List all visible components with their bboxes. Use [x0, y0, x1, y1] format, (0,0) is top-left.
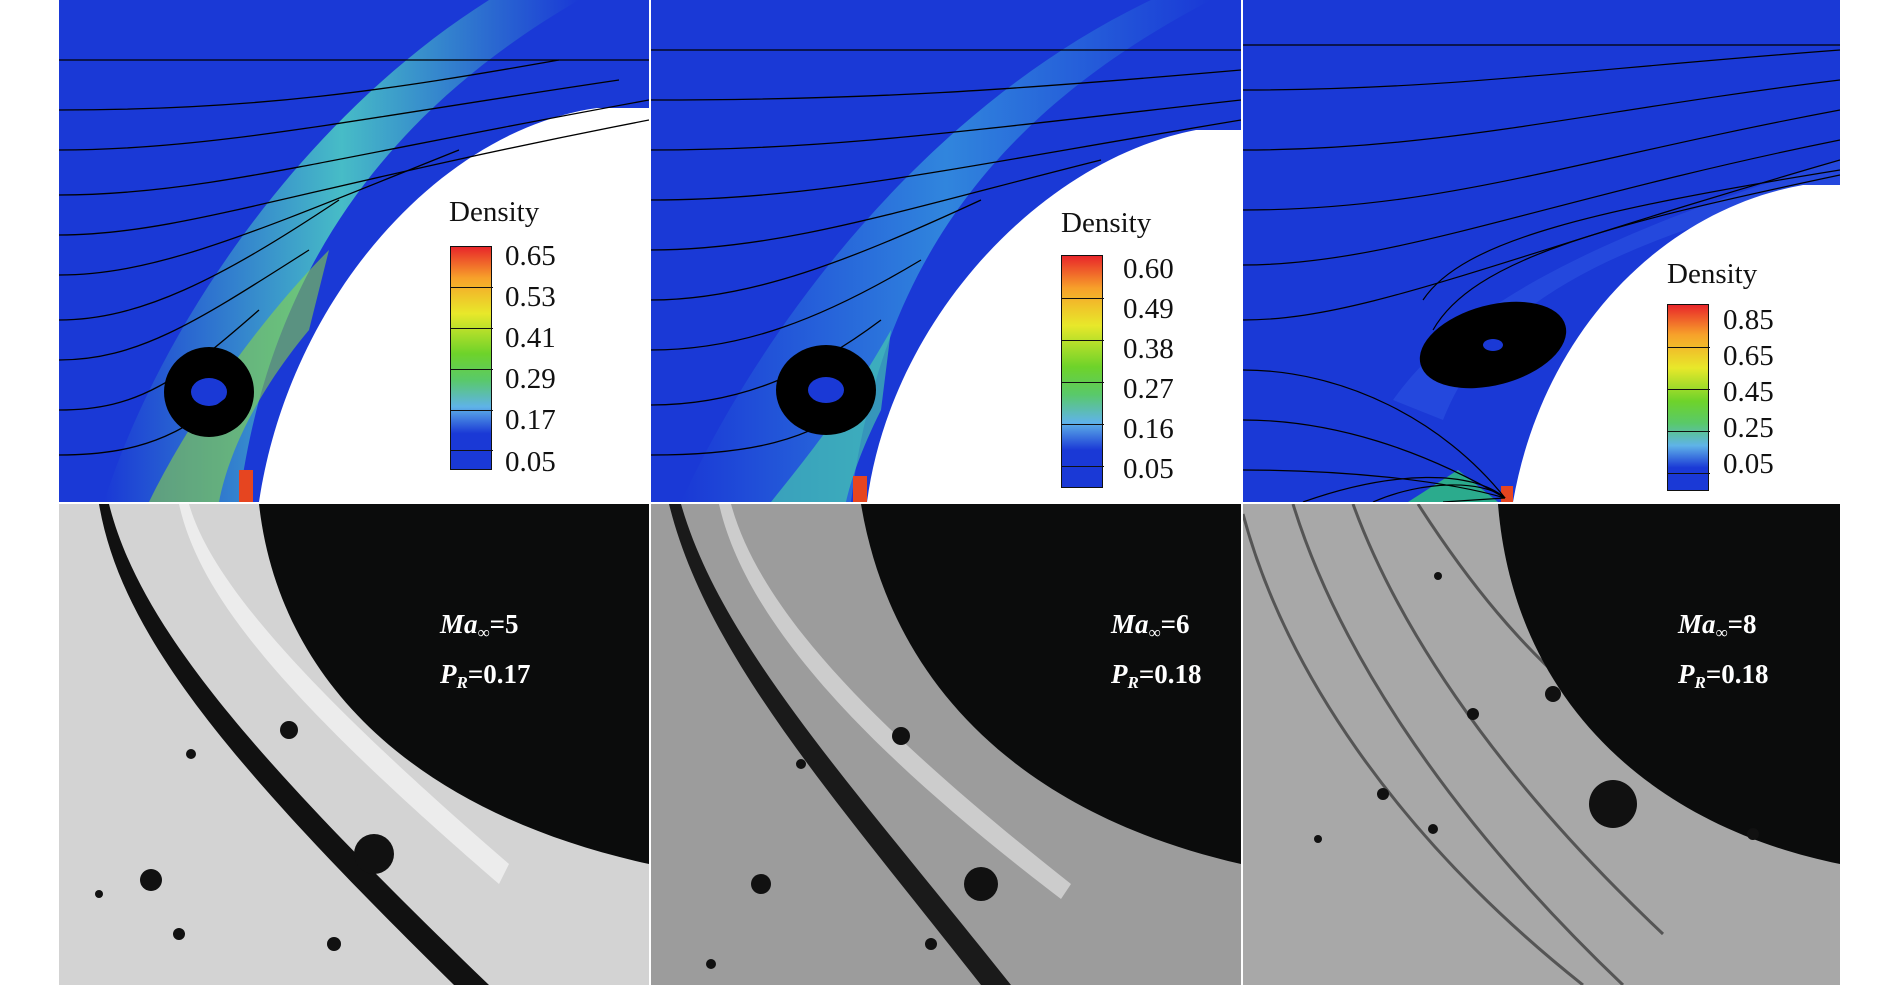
legend-level: 0.53 [505, 281, 556, 313]
legend-level: 0.16 [1123, 413, 1174, 445]
pressure-ratio-label: PR=0.18 [1678, 659, 1769, 692]
streamlines [651, 49, 1241, 456]
legend-level: 0.05 [1723, 448, 1774, 480]
colorbar [1061, 255, 1104, 488]
body-cylinder [861, 504, 1241, 864]
legend-level: 0.38 [1123, 333, 1174, 365]
pr-subscript: R [1127, 673, 1139, 692]
pr-symbol: P [440, 659, 457, 689]
mach-value: =6 [1160, 609, 1190, 639]
particles [1314, 572, 1759, 843]
pr-value: =0.17 [467, 659, 531, 689]
legend-level: 0.25 [1723, 412, 1774, 444]
cfd-panel-1: Density 0.65 0.53 0.41 0.29 0.17 0.05 [59, 0, 649, 502]
pr-value: =0.18 [1705, 659, 1769, 689]
legend-level: 0.05 [1123, 453, 1174, 485]
colorbar [450, 246, 493, 470]
mach-symbol: Ma [1678, 609, 1716, 639]
body-cylinder [867, 130, 1241, 502]
condition-label: Ma∞=6 [1111, 609, 1190, 642]
schlieren-panel-1: Ma∞=5 PR=0.17 [59, 504, 649, 985]
legend-level: 0.27 [1123, 373, 1174, 405]
body-cylinder [1498, 504, 1840, 864]
hot-spot [239, 470, 253, 502]
pr-subscript: R [456, 673, 468, 692]
legend-level: 0.65 [505, 240, 556, 272]
condition-label: Ma∞=8 [1678, 609, 1757, 642]
pr-value: =0.18 [1138, 659, 1202, 689]
cfd-panel-2: Density 0.60 0.49 0.38 0.27 0.16 0.05 [651, 0, 1241, 502]
particles [95, 721, 394, 951]
streamlines [59, 59, 649, 456]
mach-subscript: ∞ [1148, 623, 1161, 642]
body-cylinder [259, 504, 649, 864]
legend-title: Density [449, 196, 540, 228]
legend-level: 0.17 [505, 404, 556, 436]
pressure-ratio-label: PR=0.17 [440, 659, 531, 692]
schlieren-panel-2: Ma∞=6 PR=0.18 [651, 504, 1241, 985]
legend-level: 0.41 [505, 322, 556, 354]
pr-symbol: P [1111, 659, 1128, 689]
legend-level: 0.45 [1723, 376, 1774, 408]
schlieren-panel-3: Ma∞=8 PR=0.18 [1243, 504, 1840, 985]
legend-level: 0.60 [1123, 253, 1174, 285]
mach-subscript: ∞ [1715, 623, 1728, 642]
legend-title: Density [1667, 258, 1758, 290]
pr-symbol: P [1678, 659, 1695, 689]
legend-level: 0.65 [1723, 340, 1774, 372]
condition-label: Ma∞=5 [440, 609, 519, 642]
streamlines [1243, 44, 1840, 502]
particles [706, 727, 998, 969]
legend-level: 0.29 [505, 363, 556, 395]
figure: Density 0.65 0.53 0.41 0.29 0.17 0.05 [59, 0, 1840, 985]
mach-symbol: Ma [1111, 609, 1149, 639]
hot-spot [1501, 486, 1513, 502]
cfd-panel-3: Density 0.85 0.65 0.45 0.25 0.05 [1243, 0, 1840, 502]
legend-level: 0.49 [1123, 293, 1174, 325]
mach-subscript: ∞ [477, 623, 490, 642]
pr-subscript: R [1694, 673, 1706, 692]
mach-value: =8 [1727, 609, 1757, 639]
pressure-ratio-label: PR=0.18 [1111, 659, 1202, 692]
shear-layer [771, 330, 891, 502]
mach-symbol: Ma [440, 609, 478, 639]
mach-value: =5 [489, 609, 519, 639]
legend-level: 0.85 [1723, 304, 1774, 336]
legend-title: Density [1061, 207, 1152, 239]
legend-level: 0.05 [505, 446, 556, 478]
colorbar [1667, 304, 1710, 491]
hot-spot [853, 476, 867, 502]
